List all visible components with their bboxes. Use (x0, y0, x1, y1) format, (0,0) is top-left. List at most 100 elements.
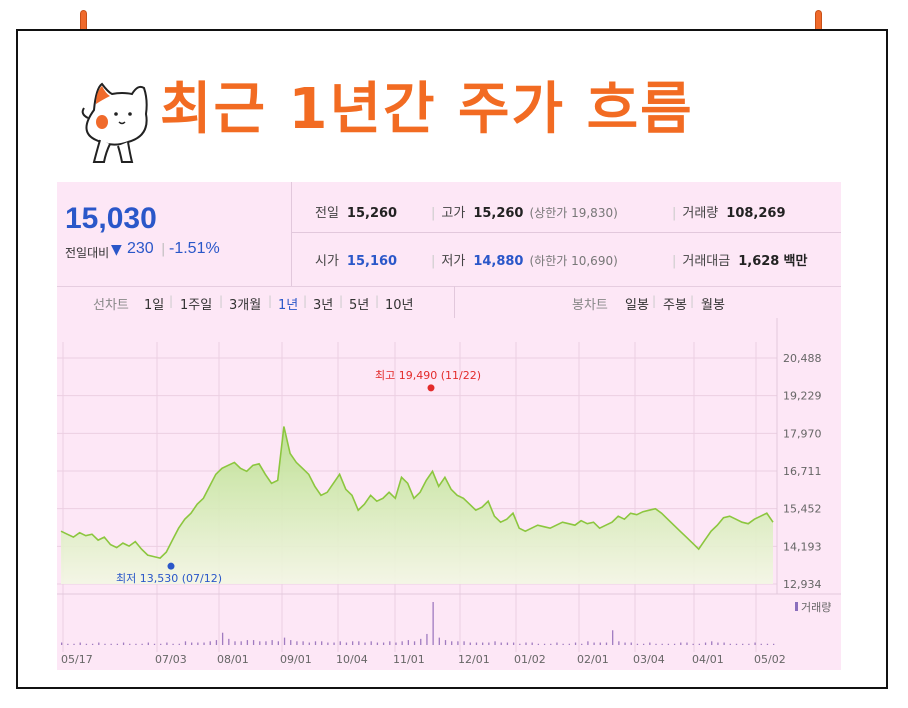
volume-bar (636, 643, 639, 645)
volume-bar (642, 643, 645, 645)
x-tick-label: 05/17 (61, 653, 93, 666)
y-tick-label: 15,452 (783, 503, 822, 516)
volume-bar (475, 642, 478, 645)
volume-bar (252, 640, 255, 645)
volume-bar (742, 643, 744, 645)
volume-bar (351, 641, 354, 645)
tab-1d[interactable]: 1일 (144, 298, 165, 313)
volume-bar (655, 643, 657, 645)
volume-bar (550, 643, 552, 645)
x-tick-label: 11/01 (393, 653, 425, 666)
high-label: 최고 19,490 (11/22) (375, 369, 481, 382)
volume-bar (104, 643, 106, 645)
volume-bar (401, 641, 403, 645)
volume-bar (686, 642, 688, 645)
x-tick-label: 03/04 (633, 653, 665, 666)
tab-10y[interactable]: 10년 (385, 298, 414, 313)
price-area (61, 426, 773, 584)
x-tick-label: 12/01 (458, 653, 490, 666)
prev-close: 전일 15,260 (315, 206, 398, 221)
y-tick-label: 16,711 (783, 465, 822, 478)
volume-bar (209, 641, 211, 645)
tab-3y[interactable]: 3년 (313, 298, 334, 313)
volume-bar (444, 640, 447, 645)
day-high: | 고가 15,260 (상한가 19,830) (431, 206, 618, 221)
volume-bar (290, 640, 292, 645)
volume-bar (221, 632, 224, 645)
volume-bar (717, 642, 719, 645)
volume-bar (61, 642, 63, 645)
volume-bar (376, 642, 379, 645)
x-tick-label: 05/02 (754, 653, 786, 666)
volume-bar (605, 642, 608, 645)
volume-bar (692, 643, 694, 645)
current-price: 15,030 (65, 202, 157, 235)
tab-1w[interactable]: 1주일 (180, 298, 213, 313)
volume-bar (723, 642, 725, 645)
volume-bar (234, 641, 236, 645)
volume-bar (543, 643, 546, 645)
volume-bar (153, 643, 156, 645)
volume-bar (760, 643, 762, 645)
change-separator: | (161, 242, 166, 257)
volume-bar (766, 643, 769, 645)
candle-chart-label: 봉차트 (572, 298, 608, 313)
volume-bar (172, 643, 174, 645)
tab-3m[interactable]: 3개월 (229, 298, 262, 313)
volume-bar (178, 643, 180, 645)
volume-bar (630, 642, 632, 645)
volume-bar (246, 640, 249, 645)
volume-bar (704, 642, 707, 645)
volume-bar (395, 642, 397, 645)
volume-bar (773, 643, 775, 645)
x-tick-label: 04/01 (692, 653, 724, 666)
divider (291, 182, 292, 286)
change-label: 전일대비 (65, 246, 110, 260)
stock-panel: 15,030 전일대비 ▼ 230 | -1.51% 전일 15,260 | 고가 1… (57, 182, 841, 670)
tab-5y[interactable]: 5년 (349, 298, 370, 313)
volume-bar (568, 643, 570, 645)
volume-bar (407, 640, 410, 645)
volume-bar (85, 643, 88, 645)
price-chart: 20,488 19,229 17,970 16,711 15,452 14,193 12,9… (57, 318, 841, 670)
x-tick-label: 01/02 (514, 653, 546, 666)
divider (454, 286, 455, 318)
volume-bar (599, 642, 601, 645)
change-percent: -1.51% (169, 240, 220, 257)
page-title: 최근 1년간 주가 흐름 (160, 77, 694, 142)
volume-bar (698, 643, 701, 645)
tab-1y[interactable]: 1년 (278, 298, 299, 313)
volume-label: 거래량 (801, 601, 831, 614)
volume-bar (525, 642, 527, 645)
tab-daily[interactable]: 일봉 (625, 298, 649, 313)
volume-bar (364, 642, 366, 645)
volume-bar (228, 638, 230, 645)
x-tick-label: 08/01 (217, 653, 249, 666)
y-tick-label: 19,229 (783, 390, 822, 403)
y-tick-label: 12,934 (783, 578, 822, 591)
divider (291, 232, 841, 233)
volume-bar (420, 638, 422, 645)
volume-bar (339, 641, 341, 645)
trade-amount: | 거래대금 1,628 백만 (672, 254, 808, 269)
volume-bar (382, 642, 385, 645)
volume-bar (296, 641, 298, 645)
volume-bar (426, 633, 428, 645)
volume-bar (494, 641, 496, 645)
open-price: 시가 15,160 (315, 254, 398, 269)
tab-monthly[interactable]: 월봉 (701, 298, 725, 313)
volume-bar (488, 642, 490, 645)
volume-bar (265, 641, 267, 645)
volume-bar (160, 643, 162, 645)
volume-bar (673, 643, 676, 645)
volume-bar (271, 640, 273, 645)
volume-bar (147, 642, 149, 645)
volume-bar (506, 642, 509, 645)
volume-bar (432, 602, 434, 645)
tab-weekly[interactable]: 주봉 (663, 298, 687, 313)
volume-bar (649, 642, 651, 645)
y-tick-label: 17,970 (783, 427, 822, 440)
volume-bar (345, 642, 348, 645)
volume-bar (624, 642, 626, 645)
volume-bar (574, 642, 577, 645)
